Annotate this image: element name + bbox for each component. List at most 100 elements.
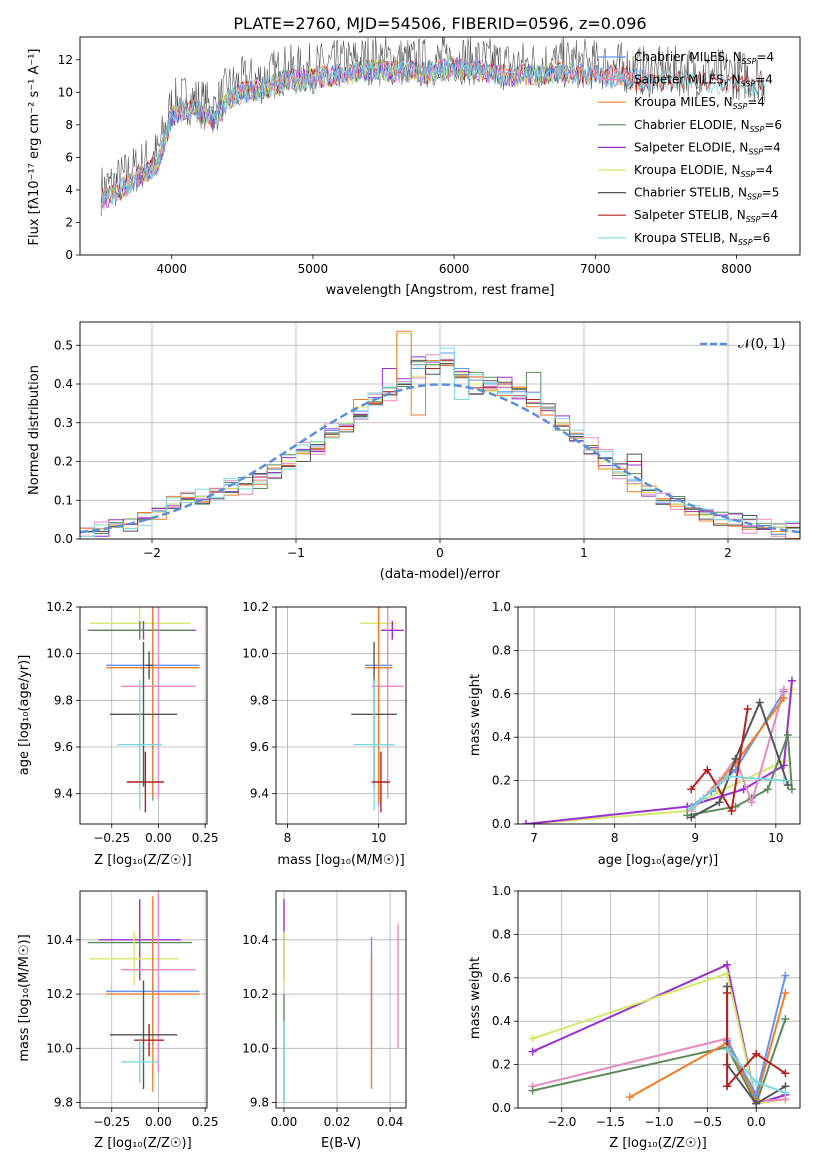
weight-marker: [781, 1015, 790, 1024]
weight-marker: [763, 785, 772, 794]
weight_vs_age-ytick-label: 0.8: [492, 643, 511, 657]
age_vs_Z-xtick-label: 0.00: [145, 831, 172, 845]
weight_vs_age-frame: [517, 606, 801, 825]
age_vs_Z-xtick-label: −0.25: [93, 831, 130, 845]
legend-label: Kroupa STELIB, NSSP=6: [634, 231, 770, 247]
weight-line: [532, 972, 786, 1105]
legend-label: Chabrier STELIB, NSSP=5: [634, 186, 779, 202]
weight-marker: [723, 1045, 732, 1054]
p2-ylabel: Normed distribution: [27, 365, 42, 495]
spectrum-ytick-label: 12: [58, 53, 73, 67]
weight_vs_age-ytick-label: 0.6: [492, 687, 511, 701]
weight-line: [687, 734, 793, 817]
weight-marker: [723, 960, 732, 969]
age_vs_Z-frame: [79, 606, 208, 825]
weight_vs_Z-panel: −2.0 −1.5 −1.0 −0.5 0.0 0.0 0.2 0.4 0.6 0.8 1.0: [492, 884, 801, 1129]
age_vs_Z-ytick-label: 9.8: [54, 693, 73, 707]
spectrum-line: [100, 58, 766, 205]
weight_vs_age-ytick-label: 0.4: [492, 730, 511, 744]
mass_vs_ebv-ytick-label: 10.4: [242, 933, 269, 947]
residuals-xtick-label: 1: [580, 546, 588, 560]
residuals-ytick-label: 0.1: [54, 493, 73, 507]
p3-xlabel: Z [log₁₀(Z/Z☉)]: [94, 853, 191, 868]
age_vs_Z-plot: [87, 607, 200, 813]
spectrum-frame: [79, 36, 801, 256]
weight-marker: [787, 676, 796, 685]
residuals-frame: [79, 321, 801, 540]
weight_vs_Z-xtick-label: 0.0: [747, 1115, 766, 1129]
legend-label: Kroupa ELODIE, NSSP=4: [634, 163, 773, 179]
weight_vs_Z-ytick-label: 0.6: [492, 971, 511, 985]
weight-marker: [752, 1049, 761, 1058]
mass_vs_Z-xtick-label: 0.25: [192, 1115, 219, 1129]
p5-ylabel: mass weight: [468, 674, 483, 756]
spectrum-legend: Chabrier MILES, NSSP=4 Salpeter MILES, NS…: [598, 50, 782, 247]
weight_vs_Z-ytick-label: 0.4: [492, 1014, 511, 1028]
weight-marker: [528, 1086, 537, 1095]
mass_vs_Z-xtick-label: 0.00: [145, 1115, 172, 1129]
age_vs_mass-xtick-label: 8: [284, 831, 292, 845]
weight-line: [532, 1018, 787, 1107]
mass_vs_Z-frame: [79, 890, 208, 1109]
residual-histogram: [80, 347, 800, 537]
weight-marker: [783, 731, 792, 740]
spectrum-xtick-label: 4000: [156, 262, 187, 276]
weight-marker: [687, 804, 696, 813]
weight_vs_age-ytick-label: 0.0: [492, 817, 511, 831]
weight_vs_age-plot: [522, 676, 796, 824]
mass_vs_ebv-xtick-label: 0.02: [324, 1115, 351, 1129]
weight-marker: [528, 1047, 537, 1056]
weight-marker: [781, 988, 790, 997]
weight-line: [726, 993, 786, 1089]
mass_vs_ebv-frame: [275, 890, 407, 1109]
spectrum-ytick-label: 0: [65, 248, 73, 262]
p6-ylabel: mass [log₁₀(M/M☉)]: [17, 934, 32, 1061]
mass_vs_ebv-plot: [283, 899, 399, 1103]
weight_vs_Z-ytick-label: 0.8: [492, 927, 511, 941]
mass_vs_Z-panel: −0.25 0.00 0.25 9.8 10.0 10.2 10.4: [46, 890, 219, 1129]
age_vs_mass-ytick-label: 10.2: [242, 600, 269, 614]
age_vs_mass-ytick-label: 9.8: [250, 693, 269, 707]
p8-ylabel: mass weight: [468, 957, 483, 1039]
weight_vs_age-ytick-label: 0.2: [492, 774, 511, 788]
residuals-panel: −2 −1 0 1 2 0.0 0.1 0.2 0.3 0.4 0.5: [54, 321, 801, 560]
weight-marker: [683, 811, 692, 820]
legend-label: Salpeter ELODIE, NSSP=4: [634, 140, 781, 156]
residuals-plot: [80, 330, 800, 539]
residuals-xtick-label: −2: [143, 546, 161, 560]
weight_vs_Z-plot: [528, 960, 790, 1108]
spectrum-panel: 4000 5000 6000 7000 8000 0 2 4 6 8 10 12: [58, 36, 801, 276]
spectrum-xtick-label: 5000: [298, 262, 329, 276]
mass_vs_Z-plot: [87, 891, 200, 1092]
spectrum-ytick-label: 10: [58, 85, 73, 99]
spectrum-ytick-label: 8: [65, 118, 73, 132]
figure-title: PLATE=2760, MJD=54506, FIBERID=0596, z=0…: [233, 14, 646, 33]
p1-xlabel: wavelength [Angstrom, rest frame]: [326, 283, 555, 298]
age_vs_mass-ytick-label: 9.6: [250, 740, 269, 754]
weight-marker: [755, 698, 764, 707]
spectrum-ytick-label: 4: [65, 183, 73, 197]
mass_vs_Z-xtick-label: −0.25: [93, 1115, 130, 1129]
spectrum-xtick-label: 8000: [721, 262, 752, 276]
mass_vs_ebv-ytick-label: 10.2: [242, 987, 269, 1001]
weight-marker: [699, 793, 708, 802]
age_vs_mass-ytick-label: 10.0: [242, 647, 269, 661]
residuals-ytick-label: 0.3: [54, 416, 73, 430]
legend-label: Chabrier ELODIE, NSSP=6: [634, 118, 782, 134]
residuals-xtick-label: −1: [287, 546, 305, 560]
weight-marker: [781, 971, 790, 980]
weight_vs_Z-ytick-label: 0.2: [492, 1058, 511, 1072]
spectrum-xtick-label: 6000: [439, 262, 470, 276]
weight_vs_Z-xtick-label: −2.0: [547, 1115, 576, 1129]
spectrum-line: [100, 56, 653, 205]
weight-marker: [723, 772, 732, 781]
spectrum-ytick-label: 6: [65, 150, 73, 164]
weight-marker: [781, 1088, 790, 1097]
weight-line: [690, 775, 784, 810]
p3-ylabel: age [log₁₀(age/yr)]: [17, 655, 32, 776]
age_vs_mass-panel: 8 10 9.4 9.6 9.8 10.0 10.2: [242, 600, 407, 845]
weight-line: [690, 708, 749, 814]
mass_vs_ebv-xtick-label: 0.04: [377, 1115, 404, 1129]
weight-line: [690, 689, 785, 812]
